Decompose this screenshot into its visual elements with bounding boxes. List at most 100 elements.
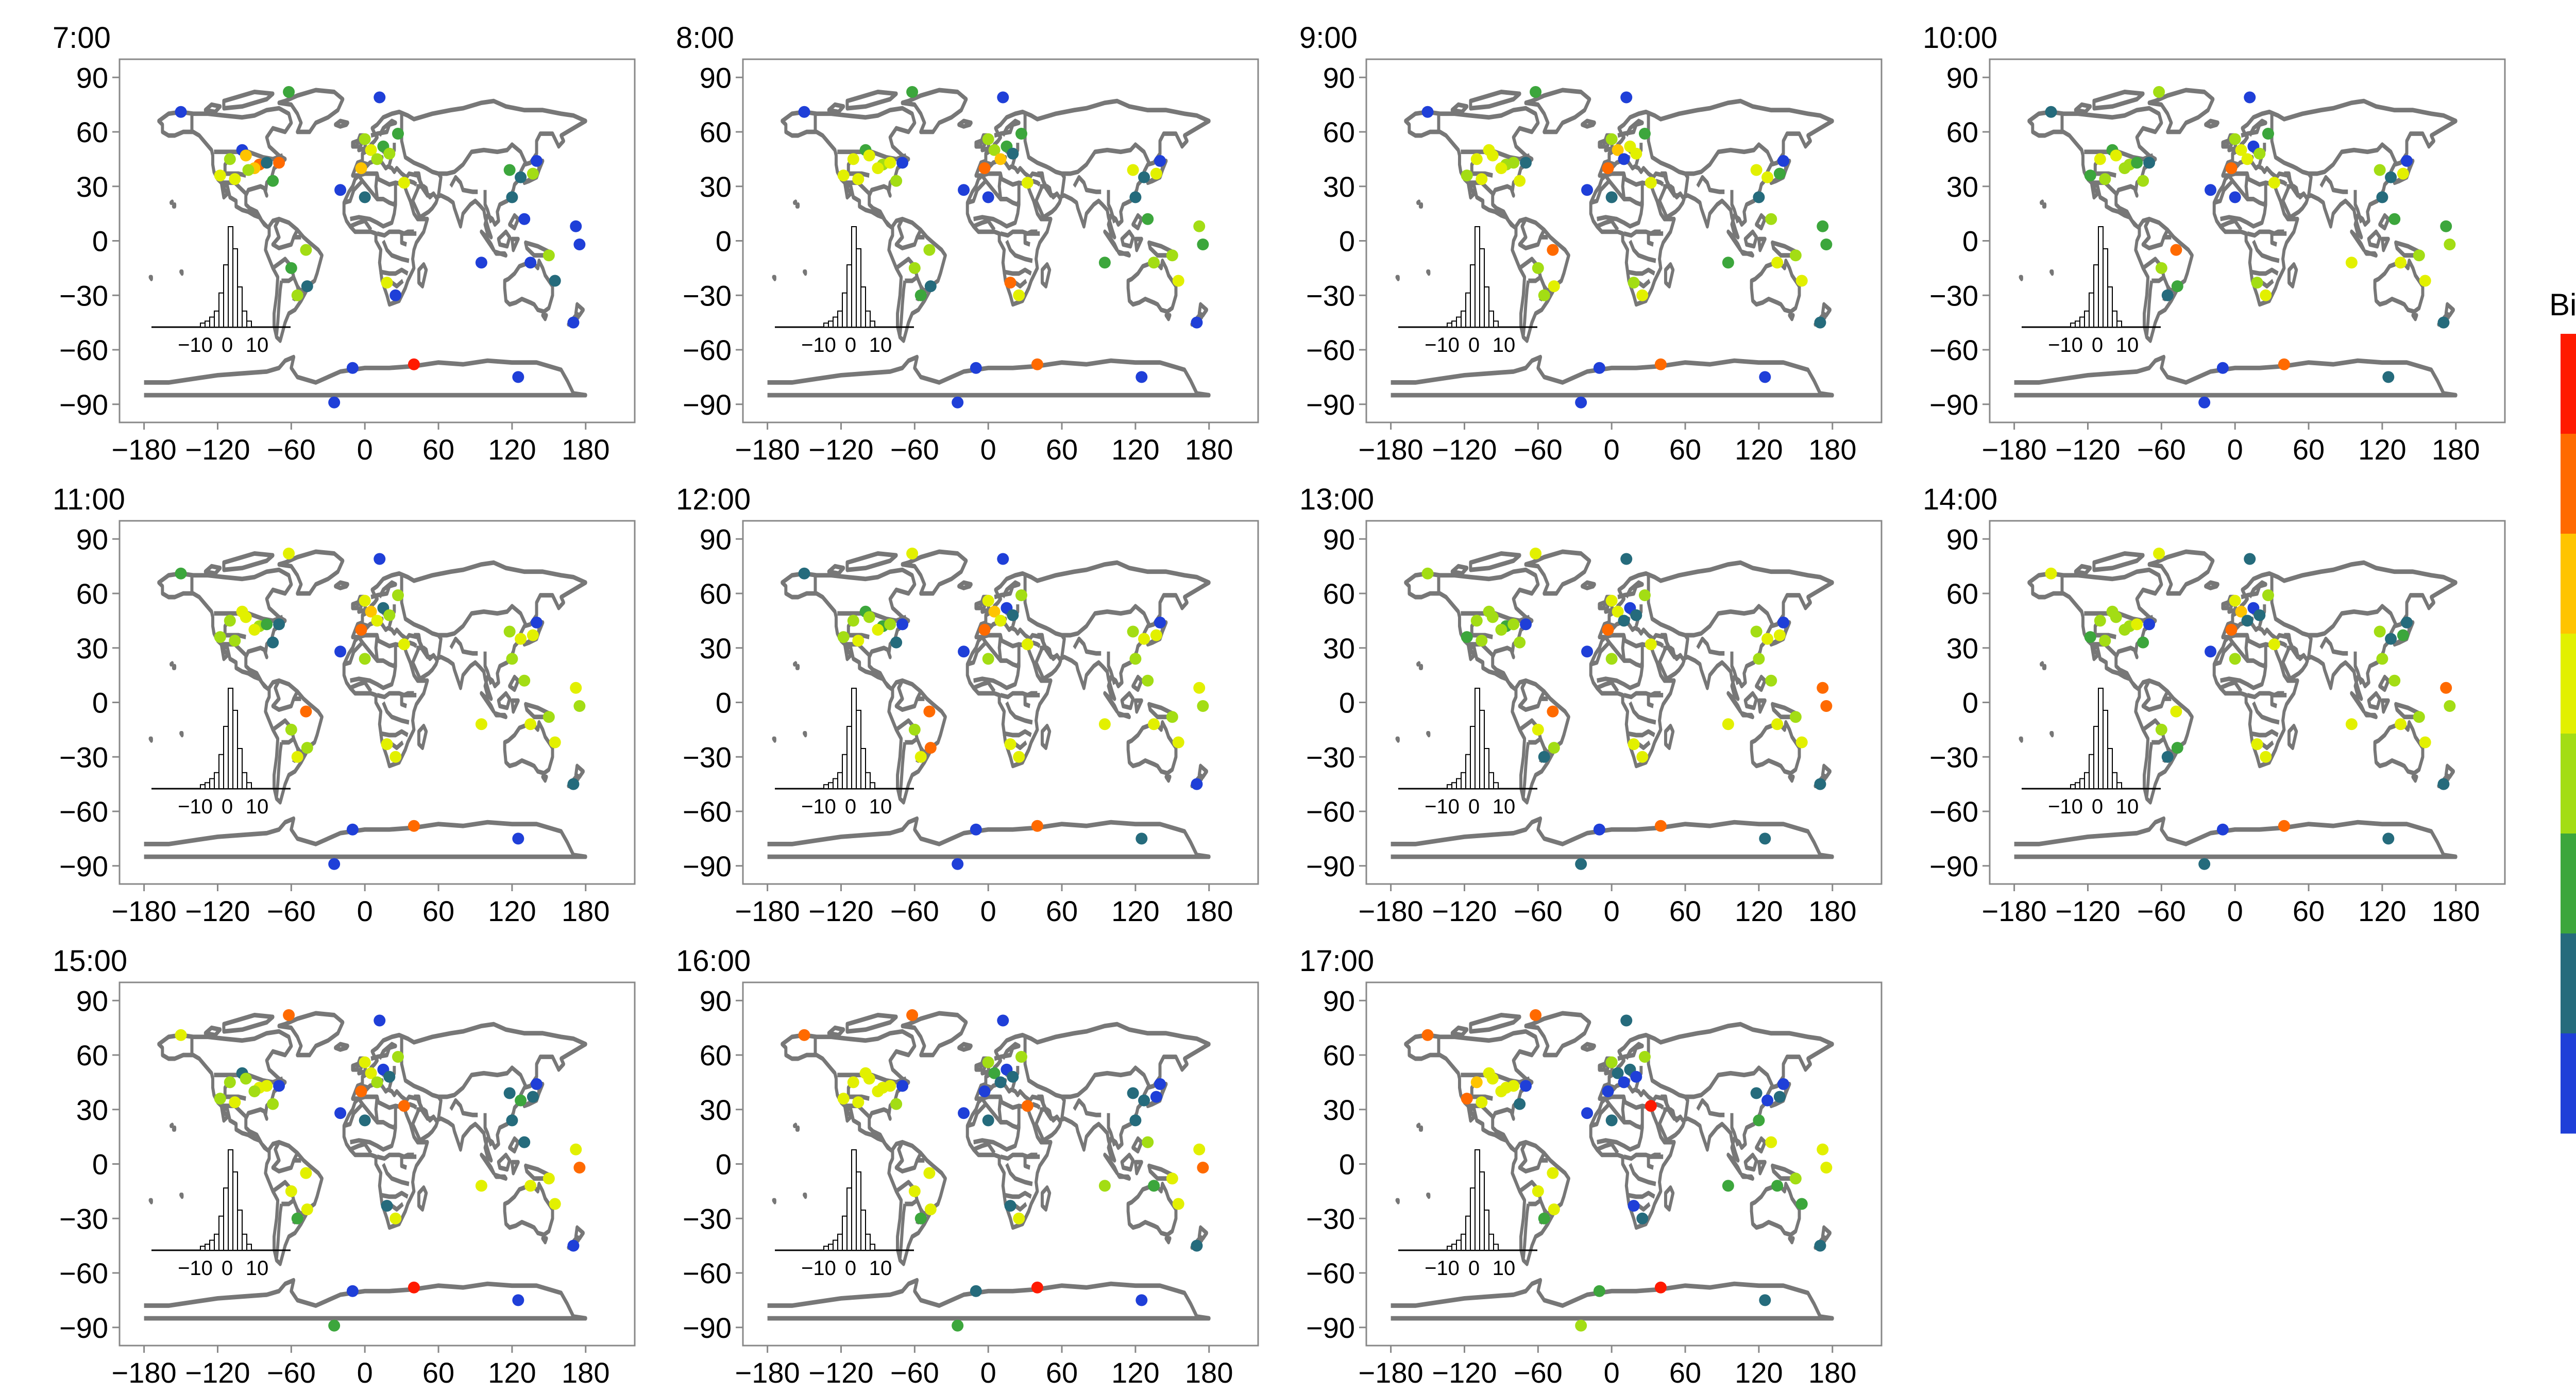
inset-tick-label: 0 bbox=[845, 334, 856, 356]
station-bias-point bbox=[175, 106, 187, 118]
map-panel: 9:00 −180 −120 −60 0 60 120 180 90 60 30 0 −30 −60 −90… bbox=[1299, 21, 1883, 466]
panel-time-label: 7:00 bbox=[53, 21, 111, 55]
y-tick-label: −90 bbox=[683, 1312, 732, 1344]
station-bias-point bbox=[2444, 239, 2456, 251]
y-tick-label: 30 bbox=[1323, 1094, 1355, 1126]
inset-tick-label: 0 bbox=[845, 1257, 856, 1280]
station-bias-point bbox=[1817, 220, 1829, 232]
station-bias-point bbox=[1191, 778, 1203, 790]
inset-tick-label: 10 bbox=[246, 334, 269, 356]
histogram-bar bbox=[2079, 778, 2085, 789]
station-bias-point bbox=[1172, 275, 1184, 287]
station-bias-point bbox=[906, 547, 919, 559]
station-bias-point bbox=[1476, 173, 1488, 185]
station-bias-point bbox=[1148, 1180, 1160, 1192]
histogram-bar bbox=[842, 754, 848, 789]
panel-time-label: 8:00 bbox=[676, 21, 734, 55]
station-bias-point bbox=[374, 553, 386, 565]
station-bias-point bbox=[240, 611, 252, 623]
station-bias-point bbox=[1013, 289, 1025, 301]
y-tick-label: 30 bbox=[1323, 171, 1355, 203]
station-bias-point bbox=[970, 1285, 982, 1297]
station-bias-point bbox=[1620, 1014, 1633, 1027]
inset-tick-label: 0 bbox=[2092, 795, 2103, 818]
station-bias-point bbox=[1759, 832, 1771, 845]
histogram-bar bbox=[214, 1233, 219, 1251]
station-bias-point bbox=[1013, 751, 1025, 763]
x-tick-label: −120 bbox=[808, 895, 873, 927]
station-bias-point bbox=[398, 1100, 410, 1112]
station-bias-point bbox=[573, 700, 586, 712]
station-bias-point bbox=[970, 362, 982, 374]
bias-histogram-inset: −10 0 10 bbox=[775, 688, 914, 818]
station-bias-point bbox=[389, 751, 402, 763]
station-bias-point bbox=[1127, 1087, 1139, 1099]
y-tick-label: −30 bbox=[59, 1202, 108, 1235]
x-tick-label: −60 bbox=[1514, 1356, 1563, 1389]
inset-tick-label: −10 bbox=[2048, 795, 2083, 818]
station-bias-point bbox=[1777, 155, 1790, 167]
station-bias-point bbox=[1548, 1203, 1560, 1216]
station-bias-point bbox=[2385, 171, 2397, 183]
station-bias-point bbox=[240, 149, 252, 162]
x-tick-label: 0 bbox=[2227, 895, 2243, 927]
y-tick-label: 30 bbox=[700, 171, 732, 203]
y-tick-label: −90 bbox=[59, 1312, 108, 1344]
station-bias-point bbox=[1172, 1198, 1184, 1210]
station-bias-point bbox=[2171, 280, 2183, 293]
x-tick-label: 60 bbox=[1669, 1356, 1701, 1389]
station-bias-point bbox=[1795, 736, 1808, 749]
station-bias-point bbox=[2153, 547, 2165, 559]
station-bias-point bbox=[1795, 275, 1808, 287]
x-tick-label: −180 bbox=[1359, 1356, 1423, 1389]
x-tick-label: −60 bbox=[890, 433, 939, 466]
station-bias-point bbox=[1765, 1136, 1777, 1148]
station-bias-point bbox=[1004, 1200, 1016, 1212]
legend-color-swatch bbox=[2561, 634, 2576, 734]
station-bias-point bbox=[1789, 1172, 1802, 1185]
x-tick-label: 180 bbox=[562, 1356, 609, 1389]
y-tick-label: −90 bbox=[1306, 388, 1355, 421]
histogram-bar bbox=[837, 310, 843, 328]
station-bias-point bbox=[242, 164, 255, 176]
histogram-bar bbox=[2116, 782, 2122, 790]
histogram-bar bbox=[856, 1171, 861, 1251]
station-bias-point bbox=[924, 1203, 937, 1216]
station-bias-point bbox=[1421, 1029, 1434, 1041]
station-bias-point bbox=[1495, 162, 1507, 174]
histogram-bar bbox=[860, 286, 866, 328]
station-bias-point bbox=[872, 162, 884, 174]
map-panel: 14:00 −180 −120 −60 0 60 120 180 90 60 30 0 −30 −60 −9… bbox=[1923, 483, 2506, 927]
station-bias-point bbox=[2241, 153, 2253, 165]
station-bias-point bbox=[1486, 1073, 1499, 1085]
station-bias-point bbox=[291, 751, 303, 763]
histogram-bar bbox=[1451, 320, 1457, 328]
x-tick-label: 180 bbox=[1808, 895, 1856, 927]
station-bias-point bbox=[1605, 191, 1618, 203]
station-bias-point bbox=[1759, 371, 1771, 383]
station-bias-point bbox=[291, 1212, 303, 1225]
station-bias-point bbox=[1817, 1143, 1829, 1155]
station-bias-point bbox=[2251, 738, 2263, 751]
inset-tick-label: 0 bbox=[222, 334, 233, 356]
station-bias-point bbox=[1154, 155, 1166, 167]
histogram-bar bbox=[2107, 748, 2113, 789]
y-tick-label: 90 bbox=[700, 61, 732, 94]
y-tick-label: 90 bbox=[700, 984, 732, 1017]
inset-tick-label: −10 bbox=[178, 334, 213, 356]
x-tick-label: 60 bbox=[2293, 433, 2325, 466]
station-bias-point bbox=[1654, 1281, 1667, 1294]
histogram-bar bbox=[242, 772, 247, 790]
x-tick-label: 180 bbox=[1808, 433, 1856, 466]
station-bias-point bbox=[890, 1098, 903, 1110]
station-bias-point bbox=[847, 153, 859, 165]
histogram-bar bbox=[1465, 1215, 1471, 1251]
station-bias-point bbox=[997, 1014, 1009, 1027]
station-bias-point bbox=[2419, 275, 2431, 287]
histogram-bar bbox=[232, 248, 238, 328]
station-bias-point bbox=[248, 624, 261, 636]
station-bias-point bbox=[1777, 616, 1790, 628]
x-tick-label: 120 bbox=[1735, 433, 1783, 466]
x-tick-label: 180 bbox=[1185, 1356, 1233, 1389]
station-bias-point bbox=[837, 169, 850, 182]
